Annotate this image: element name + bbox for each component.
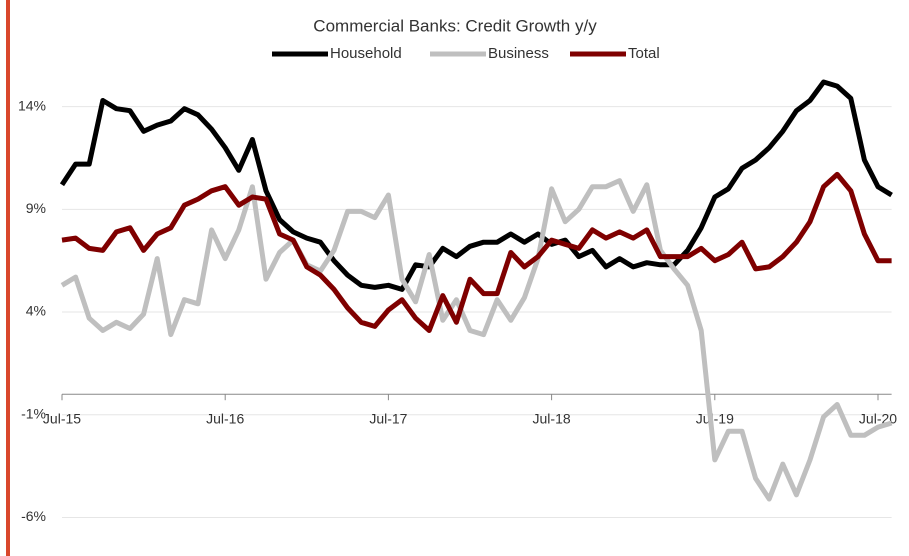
x-tick-label: Jul-18 — [533, 411, 571, 427]
x-tick-label: Jul-16 — [206, 411, 244, 427]
x-tick-label: Jul-17 — [369, 411, 407, 427]
x-tick-label: Jul-15 — [43, 411, 81, 427]
x-tick-label: Jul-19 — [696, 411, 734, 427]
y-tick-label: 9% — [26, 200, 46, 216]
series-line — [59, 79, 893, 292]
accent-bar — [6, 0, 10, 556]
legend-label: Household — [330, 45, 402, 62]
legend-label: Total — [628, 45, 660, 62]
chart-title: Commercial Banks: Credit Growth y/y — [313, 16, 597, 35]
y-tick-label: 14% — [18, 97, 46, 113]
legend-label: Business — [488, 45, 549, 62]
y-tick-label: 4% — [26, 303, 46, 319]
y-tick-label: -6% — [21, 508, 46, 524]
series-line — [61, 171, 892, 333]
y-tick-label: -1% — [21, 405, 46, 421]
series-line — [60, 178, 893, 502]
